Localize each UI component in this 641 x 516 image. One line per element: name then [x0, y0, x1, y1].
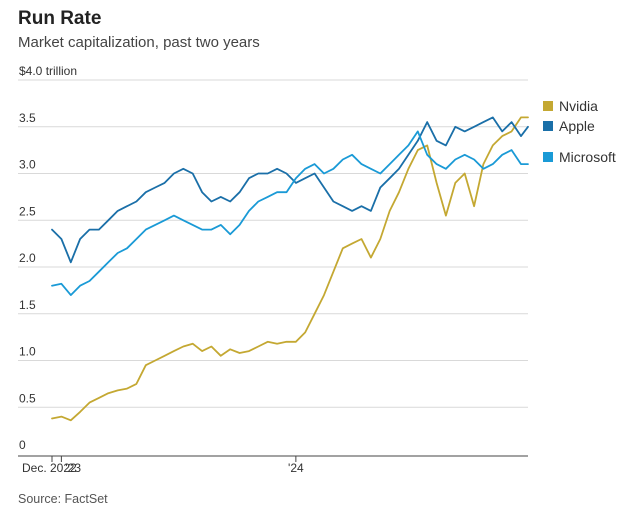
legend-swatch-nvidia [543, 101, 553, 111]
y-tick-label: 0.5 [19, 391, 36, 405]
grid [18, 79, 528, 408]
series-line-microsoft [51, 130, 529, 297]
legend: Nvidia Apple Microsoft [543, 98, 616, 165]
y-tick-label: 2.5 [19, 204, 36, 218]
legend-label-apple: Apple [559, 118, 595, 134]
legend-label-microsoft: Microsoft [559, 149, 616, 165]
chart-title: Run Rate [18, 8, 102, 29]
legend-label-nvidia: Nvidia [559, 98, 598, 114]
x-tick-label: Dec. 2022 [22, 461, 77, 475]
source-note: Source: FactSet [18, 492, 108, 506]
y-tick-label: 0 [19, 438, 26, 452]
series-line-nvidia [51, 116, 529, 422]
chart-subtitle: Market capitalization, past two years [18, 34, 260, 51]
y-tick-label: 3.5 [19, 111, 36, 125]
x-tick-label: '24 [288, 461, 304, 475]
series-line-apple [51, 116, 529, 264]
x-axis: Dec. 2022'23 '24 [18, 455, 528, 475]
y-tick-label: 1.5 [19, 298, 36, 312]
series-lines [51, 116, 529, 422]
y-tick-label: $4.0 trillion [19, 64, 77, 78]
y-axis-ticks: 0 0.5 1.0 1.5 2.0 2.5 3.0 3.5 $4.0 trillion [19, 64, 77, 452]
y-tick-label: 2.0 [19, 251, 36, 265]
legend-swatch-apple [543, 121, 553, 131]
legend-swatch-microsoft [543, 152, 553, 162]
y-tick-label: 3.0 [19, 158, 36, 172]
x-tick-label: '23 [65, 461, 81, 475]
y-tick-label: 1.0 [19, 345, 36, 359]
